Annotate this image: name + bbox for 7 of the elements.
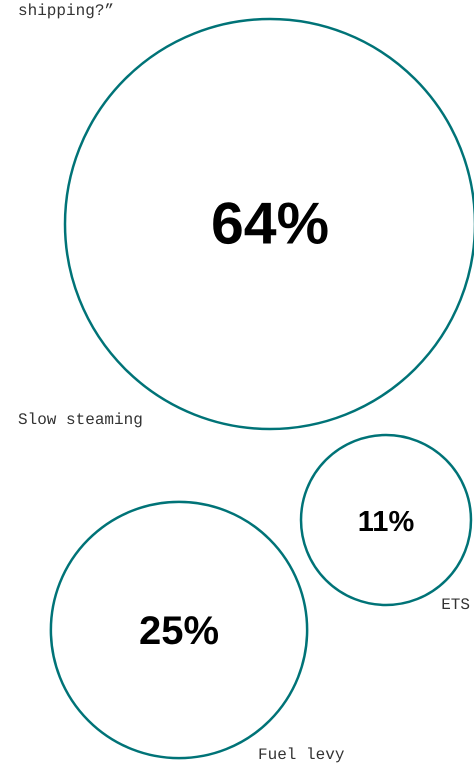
text: shipping?” — [18, 2, 114, 20]
category-label: Slow steaming — [18, 411, 143, 429]
category-label: Fuel levy — [258, 746, 345, 764]
data-label: 64% — [210, 190, 330, 256]
data-label: 11% — [358, 506, 414, 538]
data-label: 25% — [138, 609, 220, 654]
category-label: ETS — [441, 596, 470, 614]
